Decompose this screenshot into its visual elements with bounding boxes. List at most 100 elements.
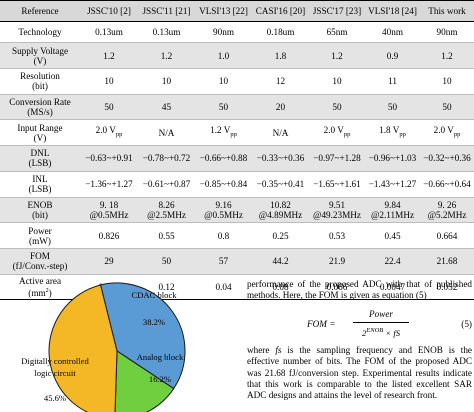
slice-label-line1: Digitally controlled [21, 356, 89, 366]
paragraph-intro: performance of the proposed ADC with tha… [247, 279, 472, 301]
table-row: Technology 0.13um 0.13um 90nm 0.18um 65nm 40nm… [0, 21, 474, 44]
table-cell: −0.85~+0.84 [195, 171, 252, 198]
row-label-line: INL [32, 174, 48, 185]
table-cell: 0.18um [252, 21, 309, 44]
table-cell: 1.2 [420, 42, 474, 70]
table-cell: 10.82 @4.89MHz [252, 197, 309, 224]
table-row: DNL (LSB) −0.63~+0.91 −0.78~+0.72 −0.66~+0.8… [0, 145, 474, 172]
table-cell: 22.4 [365, 248, 420, 275]
table-row: Supply Voltage (V) 1.2 1.2 1.0 1.8 1.2 0.9 1.2 [0, 42, 474, 70]
table-cell: 0.826 [80, 222, 138, 249]
table-cell: −0.63~+0.91 [80, 145, 138, 172]
table-row: Power (mW) 0.826 0.55 0.8 0.25 0.53 0.45 0.664 [0, 222, 474, 249]
equation-numerator: Power [369, 308, 393, 319]
row-label-line: (mW) [29, 235, 51, 246]
slice-value: 45.6% [44, 393, 66, 403]
row-label: Power (mW) [0, 222, 80, 249]
table-cell: −0.66~+0.64 [420, 171, 474, 198]
table-cell: 50 [309, 94, 365, 121]
table-cell: 0.13um [138, 21, 195, 44]
table-cell: 10 [195, 68, 252, 95]
table-cell: 10 [309, 68, 365, 95]
table-cell: 65nm [309, 21, 365, 44]
row-label: ENOB (bit) [0, 197, 80, 224]
table-header-row: Reference JSSC'10 [2] JSSC'11 [21] VLSI'13 … [0, 0, 474, 22]
table-cell: 57 [195, 248, 252, 275]
row-label-line: (bit) [32, 81, 48, 92]
table-cell: N/A [252, 119, 309, 147]
table-cell: 90nm [195, 21, 252, 44]
table-cell: 1.2 Vpp [195, 119, 252, 147]
pie-slice-digitally-controlled-logic-circuit [48, 284, 118, 412]
table-cell: −0.66~+0.88 [195, 145, 252, 172]
table-cell: 0.04 [195, 274, 252, 301]
pie-slice-cdac-block [99, 282, 186, 390]
table-cell: 9.51 @49.23MHz [309, 197, 365, 224]
table-cell: 40nm [365, 21, 420, 44]
table-cell: 29 [80, 248, 138, 275]
pie-chart: CDAC block 38.2% Analog block 16.2% Digitall… [21, 282, 186, 412]
table-row: Resolution (bit) 10 10 10 12 10 11 10 [0, 68, 474, 95]
row-label-line: (LSB) [28, 158, 52, 169]
table-cell: 0.25 [252, 222, 309, 249]
row-label: Technology [0, 21, 80, 44]
table-row: Input Range (V) 2.0 Vpp N/A 1.2 Vpp N/A 2.0 Vp… [0, 119, 474, 147]
table-cell: 0.664 [420, 222, 474, 249]
table-cell: −0.35~+0.41 [252, 171, 309, 198]
column-header: JSSC'17 [23] [309, 0, 365, 22]
row-label-line: Active area [18, 275, 62, 286]
slice-value: 38.2% [143, 317, 165, 327]
column-header: JSSC'10 [2] [80, 0, 138, 22]
table-cell: 0.066 [309, 274, 365, 301]
pie-slice-analog-block [114, 350, 175, 412]
column-header: Reference [0, 0, 80, 22]
table-cell: 50 [80, 94, 138, 121]
row-label: DNL (LSB) [0, 145, 80, 172]
table-cell: 1.2 [309, 42, 365, 70]
table-cell: 1.8 Vpp [365, 119, 420, 147]
table-body: Reference JSSC'10 [2] JSSC'11 [21] VLSI'13 … [0, 0, 474, 301]
table-cell: −0.78~+0.72 [138, 145, 195, 172]
table-cell: −0.97~+1.28 [309, 145, 365, 172]
table-cell: 9.16 @0.5MHz [195, 197, 252, 224]
row-label: FOM (fJ/Conv.-step) [0, 248, 80, 275]
table-cell: 0.9 [365, 42, 420, 70]
row-label-line: (MS/s) [27, 107, 53, 118]
table-cell: 2.0 Vpp [420, 119, 474, 147]
table-cell: 2.0 Vpp [309, 119, 365, 147]
row-label-line: Technology [18, 27, 62, 38]
table-cell: 1.2 [138, 42, 195, 70]
row-label-line: Supply Voltage [11, 45, 69, 56]
table-cell: 90nm [420, 21, 474, 44]
row-label: Resolution (bit) [0, 68, 80, 95]
table-cell: 9.84 @2.11MHz [365, 197, 420, 224]
row-label-line: Power [28, 225, 52, 236]
row-label-line: (V) [33, 55, 47, 66]
slice-label: Analog block [137, 352, 184, 362]
table-cell: 1.2 [80, 42, 138, 70]
row-label: Input Range (V) [0, 119, 80, 147]
table-cell: 21.9 [309, 248, 365, 275]
table-cell: −1.65~+1.61 [309, 171, 365, 198]
column-header: CASI'16 [20] [252, 0, 309, 22]
row-label-line: FOM [30, 251, 50, 262]
table-cell: 0.8 [195, 222, 252, 249]
table-cell: 8.26 @2.5MHz [138, 197, 195, 224]
table-cell: −0.33~+0.36 [252, 145, 309, 172]
table-cell: 21.68 [420, 248, 474, 275]
fraction-bar [353, 321, 409, 323]
row-label-line: Conversion Rate [9, 97, 71, 108]
row-label: INL (LSB) [0, 171, 80, 198]
table-row: Conversion Rate (MS/s) 50 45 50 20 50 50 50 [0, 94, 474, 121]
row-label-line: (V) [33, 132, 47, 143]
table-cell: 10 [420, 68, 474, 95]
table-cell: 44.2 [252, 248, 309, 275]
table-cell: 1.8 [252, 42, 309, 70]
table-cell: −0.32~+0.36 [420, 145, 474, 172]
table-cell: 20 [252, 94, 309, 121]
row-label-line: Resolution [20, 71, 60, 82]
table-cell: 2.0 Vpp [80, 119, 138, 147]
slice-value: 16.2% [149, 374, 171, 384]
column-header: VLSI'13 [22] [195, 0, 252, 22]
